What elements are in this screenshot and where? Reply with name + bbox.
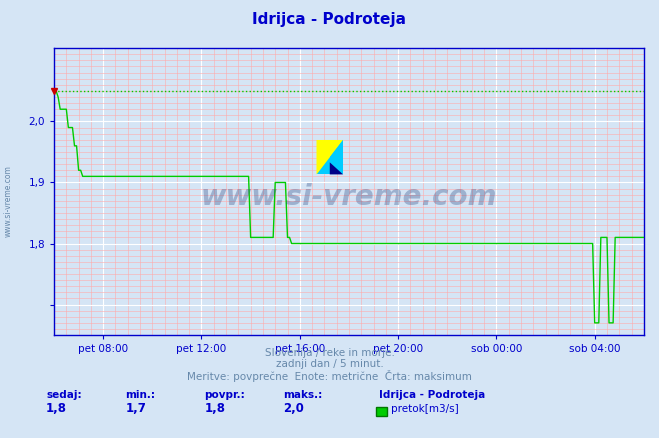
Text: www.si-vreme.com: www.si-vreme.com [4, 166, 13, 237]
Text: 1,7: 1,7 [125, 402, 146, 415]
FancyBboxPatch shape [330, 140, 343, 161]
Polygon shape [330, 162, 343, 174]
Text: Meritve: povprečne  Enote: metrične  Črta: maksimum: Meritve: povprečne Enote: metrične Črta:… [187, 370, 472, 382]
Text: Idrijca - Podroteja: Idrijca - Podroteja [379, 390, 485, 400]
Text: pretok[m3/s]: pretok[m3/s] [391, 404, 459, 414]
FancyBboxPatch shape [330, 161, 343, 174]
Text: min.:: min.: [125, 390, 156, 400]
Text: Idrijca - Podroteja: Idrijca - Podroteja [252, 12, 407, 27]
Polygon shape [316, 140, 343, 174]
Text: maks.:: maks.: [283, 390, 323, 400]
Text: povpr.:: povpr.: [204, 390, 245, 400]
Polygon shape [316, 140, 343, 174]
Text: sedaj:: sedaj: [46, 390, 82, 400]
Text: zadnji dan / 5 minut.: zadnji dan / 5 minut. [275, 360, 384, 369]
Text: 1,8: 1,8 [204, 402, 225, 415]
Text: 2,0: 2,0 [283, 402, 304, 415]
Text: Slovenija / reke in morje.: Slovenija / reke in morje. [264, 348, 395, 357]
Text: 1,8: 1,8 [46, 402, 67, 415]
Text: www.si-vreme.com: www.si-vreme.com [201, 184, 497, 212]
FancyBboxPatch shape [316, 140, 330, 174]
